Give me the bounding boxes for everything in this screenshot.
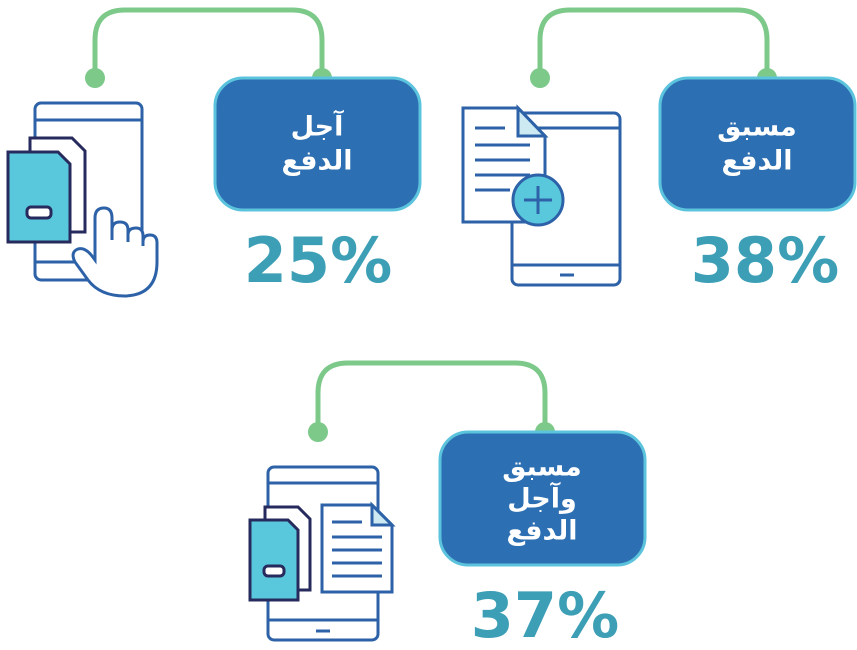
label-box (213, 76, 422, 212)
percent: 37% (471, 579, 619, 650)
label: الدفع (506, 516, 577, 547)
label-box (658, 76, 857, 212)
label: مسبق (502, 452, 582, 483)
label: وآجل (507, 482, 577, 515)
label-box (438, 430, 647, 567)
label: مسبق (717, 112, 797, 143)
percent: 38% (691, 224, 839, 297)
connector (315, 360, 548, 432)
icon (6, 101, 159, 298)
label: الدفع (721, 146, 792, 177)
dot (85, 68, 105, 88)
icon (248, 465, 396, 642)
dot (530, 68, 550, 88)
item-postpaid: آجل الدفع 25% (6, 7, 422, 298)
connector (92, 7, 325, 78)
label: الدفع (281, 146, 352, 177)
dot (308, 422, 328, 442)
connector (537, 7, 770, 78)
label: آجل (291, 110, 345, 143)
item-both: مسبق وآجل الدفع 37% (248, 360, 647, 650)
item-prepaid: مسبق الدفع 38% (461, 7, 857, 297)
percent: 25% (244, 224, 392, 297)
icon (461, 104, 622, 287)
